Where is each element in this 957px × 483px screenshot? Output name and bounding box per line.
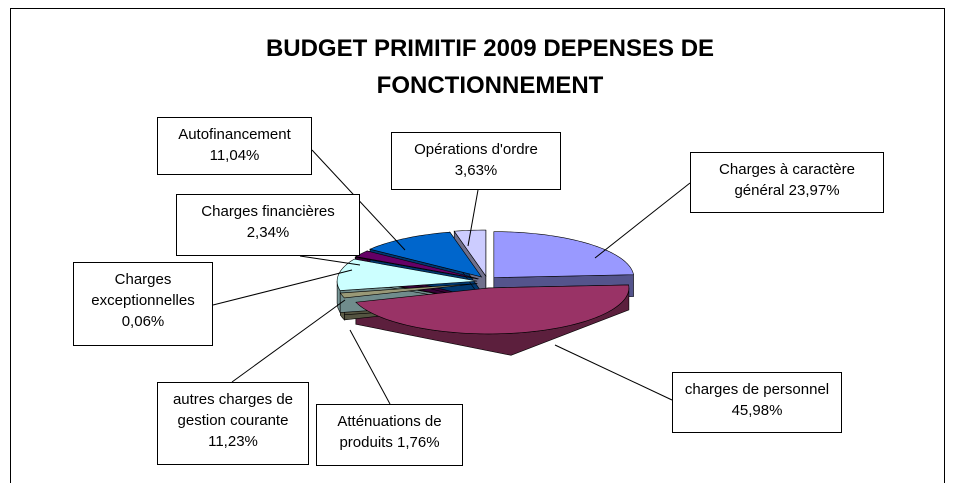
slice [354,256,479,280]
data-label: Charges financières 2,34% [176,194,360,256]
data-label: Charges exceptionnelles 0,06% [73,262,213,346]
label-name: Atténuations de produits [337,413,442,451]
label-name: Opérations d'ordre [414,141,538,158]
slice [355,250,479,280]
leader-line [594,182,691,259]
leader-line [212,269,353,306]
chart-frame [10,8,945,483]
label-name: Charges à caractère général [719,161,855,199]
label-value: 2,34% [246,224,290,241]
label-value: 11,04% [209,147,260,164]
slice [339,283,478,299]
leader-line [299,255,361,266]
label-value: 3,63% [454,162,498,179]
data-label: Atténuations de produits 1,76% [316,404,463,466]
label-name: Charges exceptionnelles [91,271,195,309]
label-name: Autofinancement [178,126,291,143]
leader-line [349,329,391,405]
label-value: 1,76% [397,434,440,451]
leader-line [554,344,673,401]
data-label: Opérations d'ordre 3,63% [391,132,561,190]
label-value: 23,97% [788,182,840,199]
slice [453,229,487,277]
slice [369,231,483,278]
label-value: 11,23% [208,433,258,450]
chart-title: BUDGET PRIMITIF 2009 DEPENSES DE FONCTIO… [265,35,715,99]
data-label: charges de personnel 45,98% [672,372,842,433]
label-value: 45,98% [731,402,783,419]
label-name: charges de personnel [684,381,830,398]
data-label: Autofinancement 11,04% [157,117,312,175]
data-label: Charges à caractère général 23,97% [690,152,884,213]
label-name: Charges financières [201,203,335,220]
slice [355,284,630,335]
leader-line [231,299,346,383]
data-label: autres charges de gestion courante 11,23… [157,382,309,465]
label-value: 0,06% [121,313,165,330]
leader-line [467,189,479,247]
slice [493,231,634,278]
label-name: autres charges de gestion courante [172,391,294,429]
